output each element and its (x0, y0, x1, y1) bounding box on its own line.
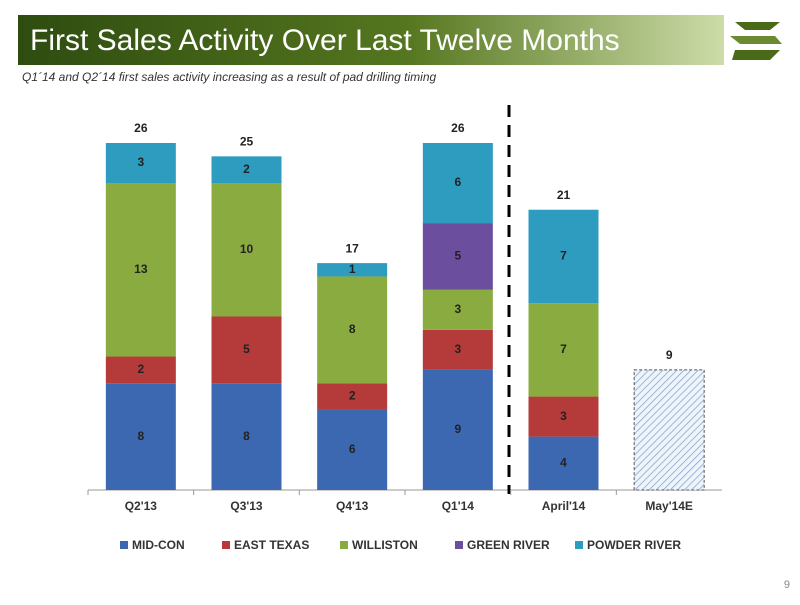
x-tick-label: April'14 (542, 499, 586, 513)
page-number: 9 (784, 579, 790, 591)
segment-label: 6 (454, 175, 461, 189)
subtitle: Q1´14 and Q2´14 first sales activity inc… (22, 70, 437, 84)
bar-segment (422, 143, 493, 224)
segment-label: 3 (454, 342, 461, 356)
legend-label: WILLISTON (352, 538, 418, 552)
bar-segment (422, 329, 493, 370)
bar-segment (211, 156, 282, 184)
bar-segment (105, 183, 176, 357)
x-tick-label: May'14E (645, 499, 693, 513)
segment-label: 2 (349, 389, 356, 403)
bar-segment (422, 369, 493, 490)
bar-segment (211, 183, 282, 317)
bar-segment (317, 409, 388, 490)
legend-swatch (222, 541, 230, 549)
segment-label: 10 (240, 242, 254, 256)
segment-label: 7 (560, 342, 567, 356)
segment-label: 2 (137, 362, 144, 376)
total-label: 9 (666, 348, 673, 362)
legend-swatch (340, 541, 348, 549)
logo (730, 22, 782, 60)
segment-label: 9 (454, 422, 461, 436)
segment-label: 5 (243, 342, 250, 356)
segment-label: 8 (349, 322, 356, 336)
total-label: 26 (134, 121, 148, 135)
legend-swatch (455, 541, 463, 549)
bar-segment (528, 209, 599, 304)
x-tick-label: Q3'13 (230, 499, 263, 513)
legend-swatch (575, 541, 583, 549)
bar-segment (422, 223, 493, 290)
bar-segment (105, 143, 176, 184)
segment-label: 7 (560, 249, 567, 263)
segment-label: 8 (137, 429, 144, 443)
total-label: 17 (345, 241, 359, 255)
bar-segment (317, 383, 388, 410)
segment-label: 3 (137, 155, 144, 169)
bar-segment (105, 356, 176, 384)
legend-label: POWDER RIVER (587, 538, 681, 552)
segment-label: 5 (454, 249, 461, 263)
total-label: 25 (240, 135, 254, 149)
bar-segment (317, 263, 388, 277)
bar-segment (105, 383, 176, 490)
total-label: 26 (451, 121, 465, 135)
segment-label: 4 (560, 455, 567, 469)
bar-segment (528, 303, 599, 397)
bar-segment (317, 276, 388, 384)
estimate-bar (633, 369, 705, 491)
bar-segment (528, 436, 599, 490)
segment-label: 1 (349, 262, 356, 276)
legend-label: GREEN RIVER (467, 538, 550, 552)
bar-segment (211, 316, 282, 384)
x-tick-label: Q1'14 (442, 499, 475, 513)
x-tick-label: Q2'13 (125, 499, 158, 513)
segment-label: 6 (349, 442, 356, 456)
slide-title: First Sales Activity Over Last Twelve Mo… (30, 24, 620, 57)
segment-label: 13 (134, 262, 148, 276)
bar-segment (422, 289, 493, 330)
x-tick-label: Q4'13 (336, 499, 369, 513)
segment-label: 2 (243, 162, 250, 176)
segment-label: 3 (454, 302, 461, 316)
legend-swatch (120, 541, 128, 549)
segment-label: 3 (560, 409, 567, 423)
bar-segment (211, 383, 282, 490)
title-banner (18, 15, 724, 65)
bar-segment (528, 396, 599, 437)
legend-label: EAST TEXAS (234, 538, 309, 552)
segment-label: 8 (243, 429, 250, 443)
legend-label: MID-CON (132, 538, 185, 552)
total-label: 21 (557, 188, 571, 202)
